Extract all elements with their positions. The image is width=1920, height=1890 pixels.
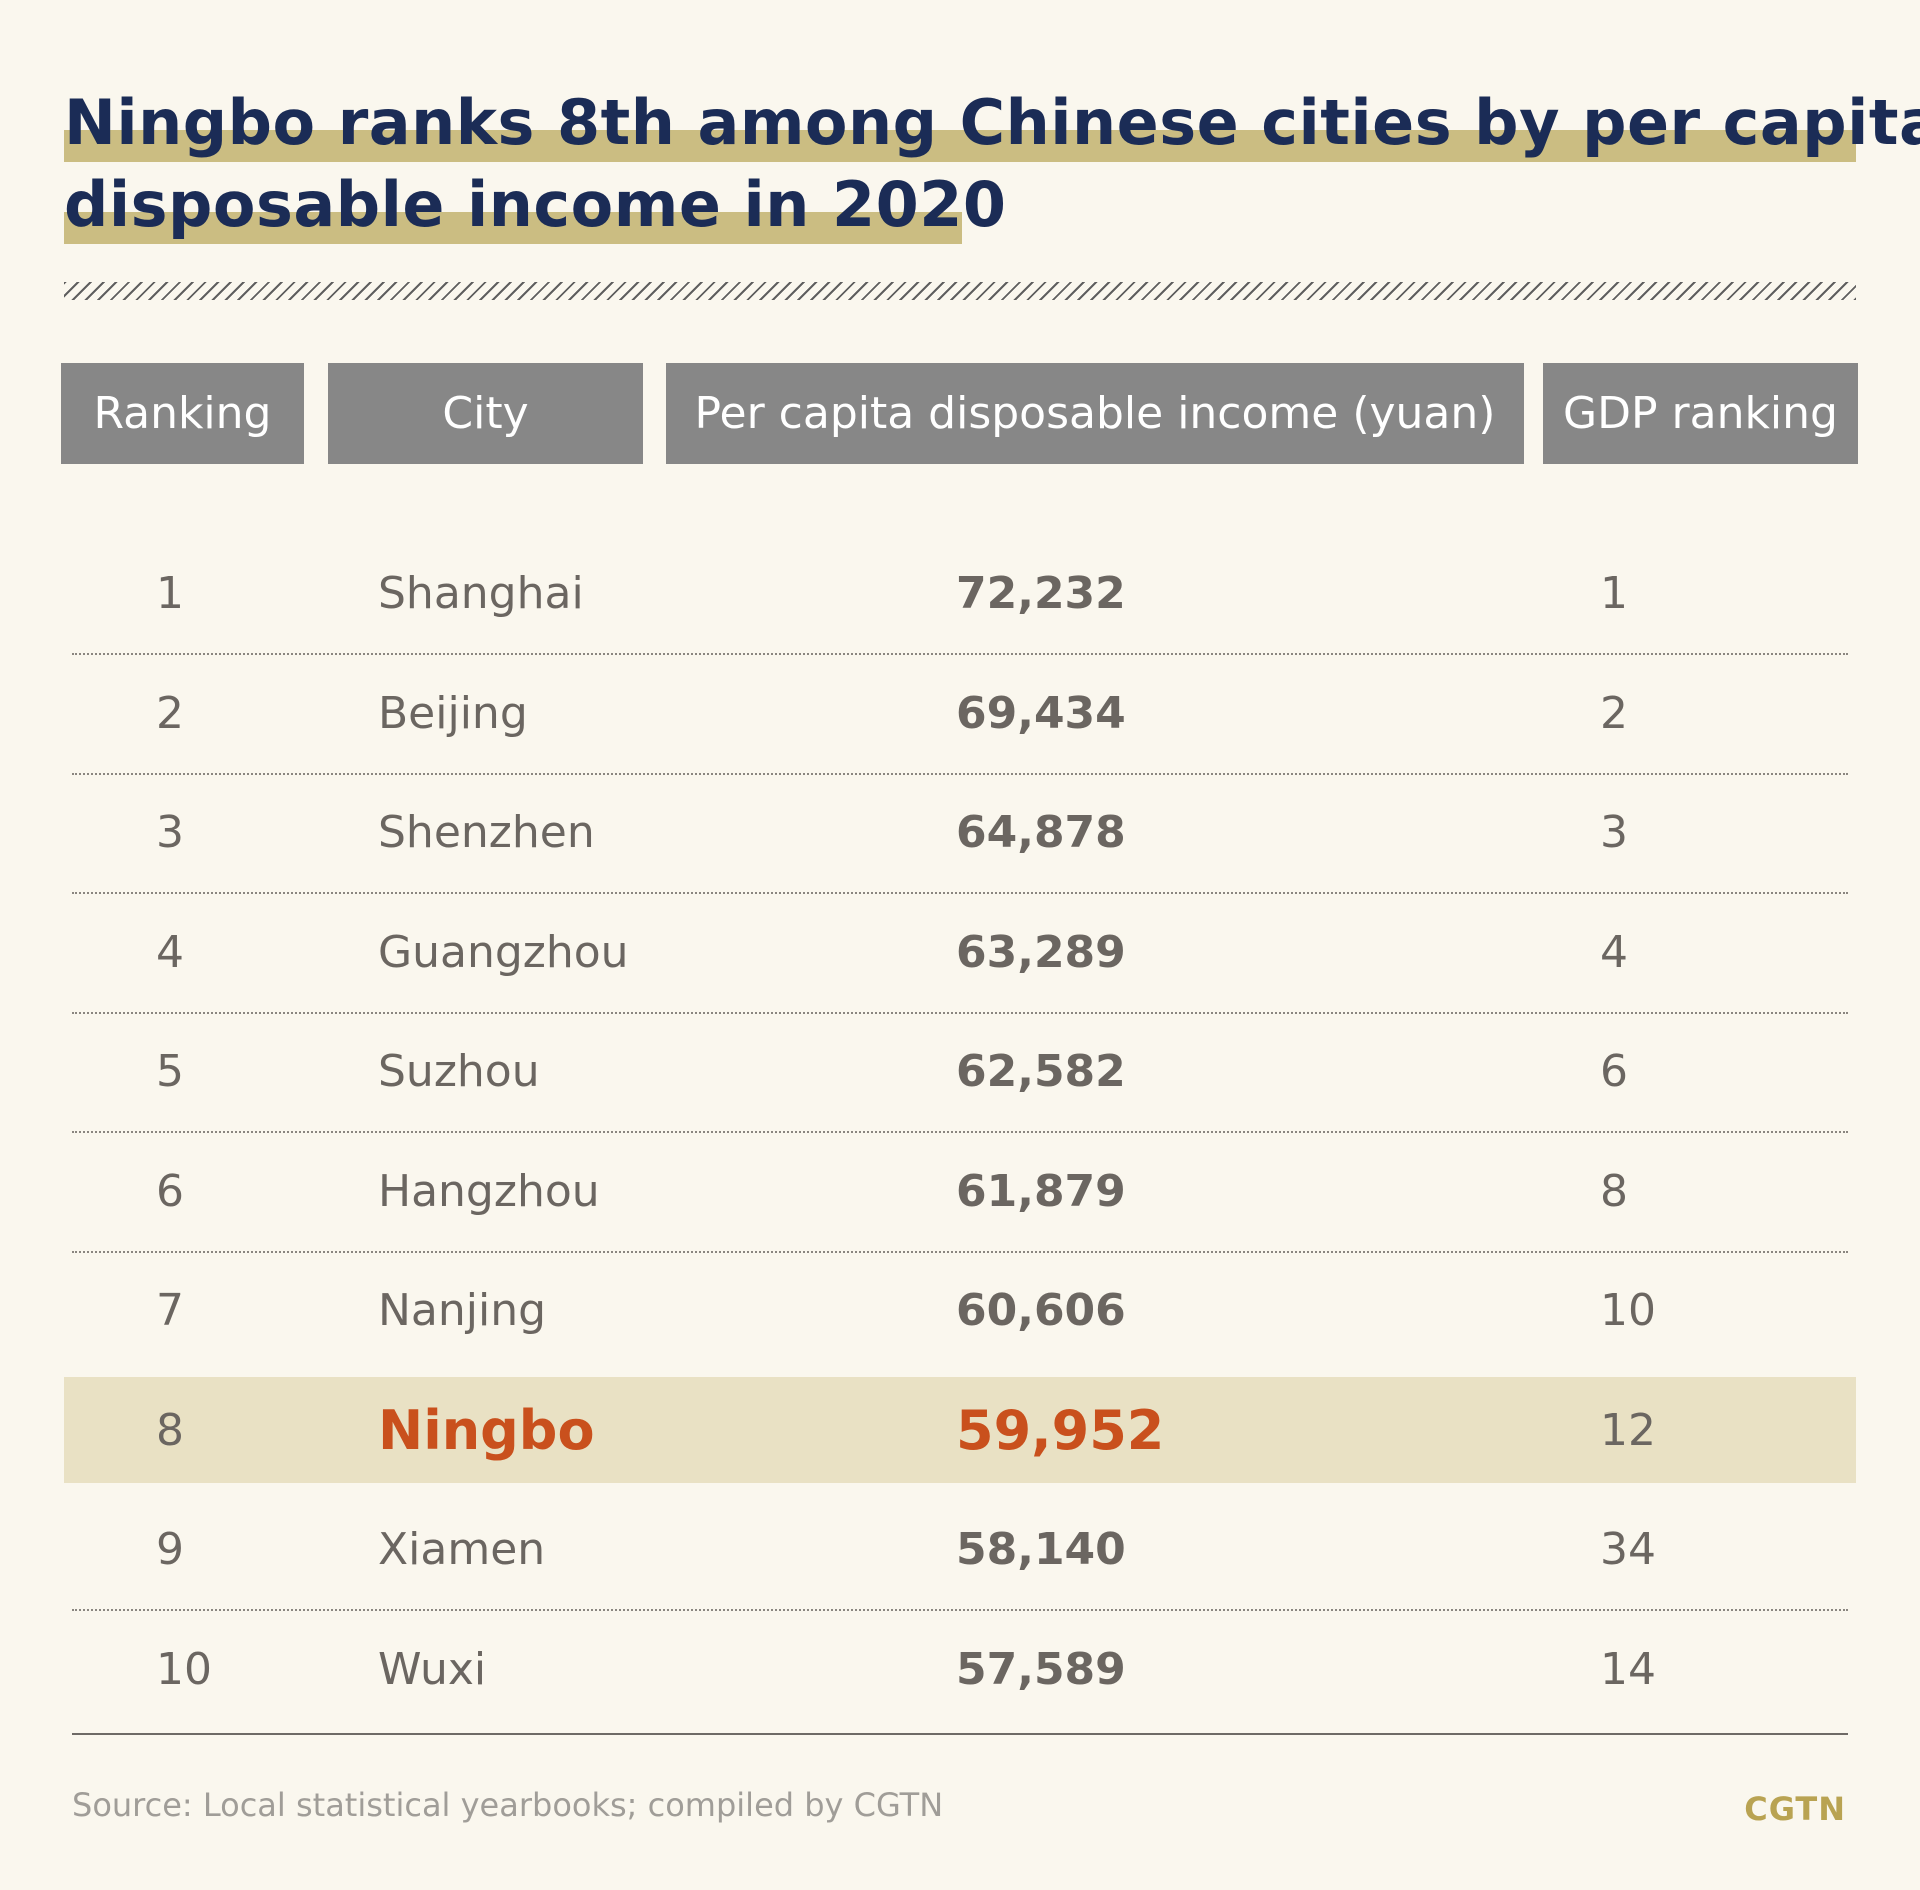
table-row: 4 Guangzhou 63,289 4 [64,899,1856,1005]
cell-income: 61,879 [956,1165,1126,1217]
title-highlight-bar-1 [64,130,1856,162]
cell-gdp-ranking: 34 [1600,1523,1656,1575]
header-ranking: Ranking [61,363,304,464]
row-separator [72,1012,1848,1014]
cgtn-logo: CGTN [1744,1790,1846,1828]
title-line-1: Ningbo ranks 8th among Chinese cities by… [64,86,1920,159]
row-separator [72,1251,1848,1253]
cell-gdp-ranking: 12 [1600,1404,1656,1456]
cell-income: 58,140 [956,1523,1126,1575]
row-separator [72,1131,1848,1133]
row-separator [72,892,1848,894]
cell-gdp-ranking: 14 [1600,1643,1656,1695]
cell-ranking: 8 [156,1404,184,1456]
cell-income: 63,289 [956,926,1126,978]
row-separator [72,1609,1848,1611]
cell-income: 59,952 [956,1398,1165,1462]
cell-ranking: 2 [156,687,184,739]
cell-city: Guangzhou [378,926,629,978]
cell-gdp-ranking: 10 [1600,1284,1656,1336]
cell-gdp-ranking: 6 [1600,1045,1628,1097]
table-row: 5 Suzhou 62,582 6 [64,1018,1856,1124]
cell-gdp-ranking: 8 [1600,1165,1628,1217]
cell-ranking: 10 [156,1643,212,1695]
title-highlight-bar-2 [64,212,962,244]
table-row: 3 Shenzhen 64,878 3 [64,779,1856,885]
table-row: 10 Wuxi 57,589 14 [64,1616,1856,1722]
cell-ranking: 6 [156,1165,184,1217]
header-city: City [328,363,643,464]
cell-city: Nanjing [378,1284,547,1336]
cell-city: Beijing [378,687,528,739]
table-row: 1 Shanghai 72,232 1 [64,540,1856,646]
cell-gdp-ranking: 4 [1600,926,1628,978]
cell-income: 60,606 [956,1284,1126,1336]
cell-income: 72,232 [956,567,1126,619]
cell-ranking: 1 [156,567,184,619]
cell-city: Wuxi [378,1643,487,1695]
cell-income: 64,878 [956,806,1126,858]
title-line-2: disposable income in 2020 [64,168,1007,241]
cell-gdp-ranking: 2 [1600,687,1628,739]
cell-city: Shenzhen [378,806,595,858]
table-row: 7 Nanjing 60,606 10 [64,1257,1856,1363]
cell-income: 62,582 [956,1045,1126,1097]
cell-ranking: 9 [156,1523,184,1575]
cell-gdp-ranking: 3 [1600,806,1628,858]
cell-city: Shanghai [378,567,584,619]
cell-city: Xiamen [378,1523,546,1575]
hatched-divider [64,282,1856,300]
cell-ranking: 5 [156,1045,184,1097]
cell-city: Hangzhou [378,1165,600,1217]
cell-city: Ningbo [378,1398,595,1462]
cell-income: 69,434 [956,687,1126,739]
header-gdp-ranking: GDP ranking [1543,363,1858,464]
row-separator [72,653,1848,655]
table-row: 8 Ningbo 59,952 12 [64,1377,1856,1483]
cell-ranking: 3 [156,806,184,858]
cell-ranking: 4 [156,926,184,978]
table-row: 9 Xiamen 58,140 34 [64,1496,1856,1602]
table-row: 6 Hangzhou 61,879 8 [64,1138,1856,1244]
source-note: Source: Local statistical yearbooks; com… [72,1786,944,1824]
table-bottom-rule [72,1733,1848,1735]
table-row: 2 Beijing 69,434 2 [64,660,1856,766]
cell-ranking: 7 [156,1284,184,1336]
cell-city: Suzhou [378,1045,540,1097]
cell-gdp-ranking: 1 [1600,567,1628,619]
header-income: Per capita disposable income (yuan) [666,363,1524,464]
cell-income: 57,589 [956,1643,1126,1695]
row-separator [72,773,1848,775]
